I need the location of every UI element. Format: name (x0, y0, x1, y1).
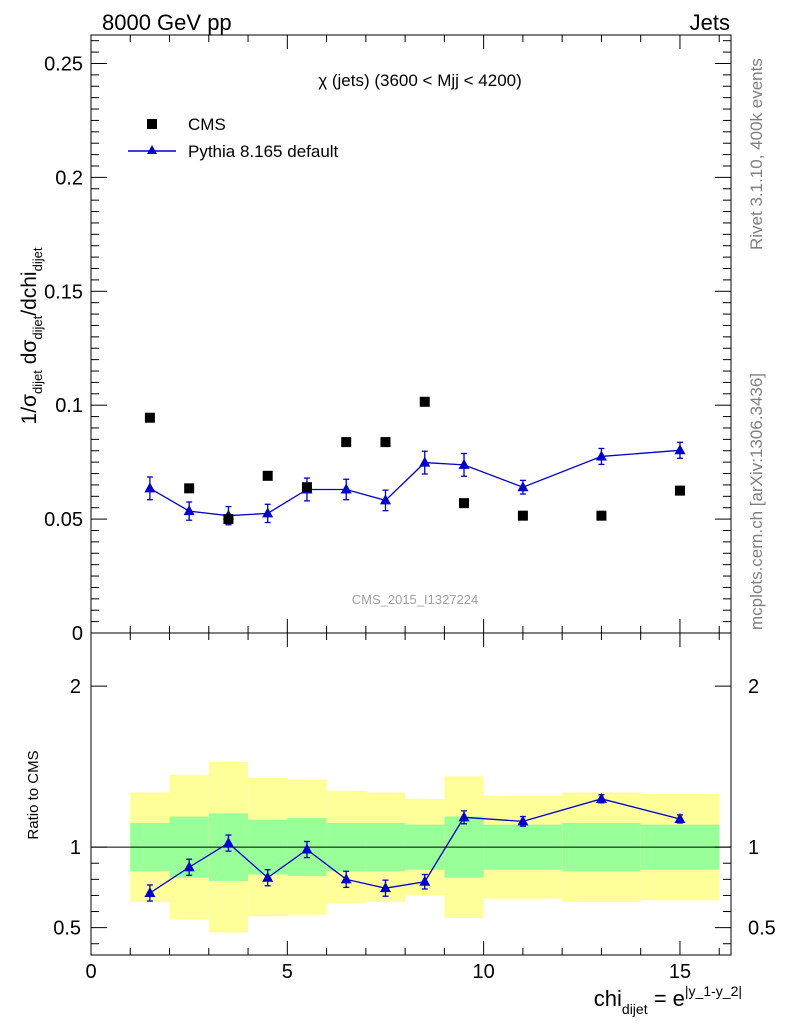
legend-pythia-label: Pythia 8.165 default (188, 142, 339, 161)
y-tick-label-main: 0.15 (44, 281, 83, 303)
header-energy-label: 8000 GeV pp (102, 10, 232, 35)
pythia-point (144, 482, 156, 493)
cms-point (674, 485, 685, 496)
ratio-line (149, 798, 681, 894)
header-process-label: Jets (690, 10, 730, 35)
x-tick-label: 5 (282, 961, 293, 983)
cms-point (184, 483, 195, 494)
main-plot-series (144, 396, 686, 526)
cms-point (223, 514, 234, 525)
cms-point (596, 510, 607, 521)
cms-point (419, 396, 430, 407)
pythia-point (458, 458, 470, 469)
pythia-line (149, 449, 681, 517)
legend-cms-marker (147, 119, 157, 129)
y-axis-label-main: 1/σdijet dσdijet/dchidijet (18, 247, 45, 424)
ratio-point (301, 843, 313, 854)
cms-point (380, 437, 391, 448)
x-tick-label: 15 (669, 961, 691, 983)
y-tick-label-ratio-left: 2 (70, 676, 81, 698)
cms-point (301, 482, 312, 493)
y-tick-label-main: 0 (72, 623, 83, 645)
mcplots-label: mcplots.cern.ch [arXiv:1306.3436] (747, 373, 766, 630)
ratio-y-tick-labels: 0.5 0.5 1 1 2 2 (53, 676, 776, 940)
main-plot-panel: 0 0.05 0.1 0.15 0.2 0.25 χ (jets) (3600 < Mjj… (18, 34, 732, 645)
ratio-point (340, 873, 352, 884)
ratio-plot-panel: 0.5 0.5 1 1 2 2 0 5 10 15 Ratio to CMS chidijet … (25, 632, 776, 1017)
ratio-point (595, 792, 607, 803)
cms-point (341, 437, 352, 448)
cms-point (517, 510, 528, 521)
pythia-point (183, 505, 195, 516)
legend-pythia-marker (147, 145, 157, 154)
ratio-plot-frame (90, 632, 732, 956)
ratio-point (458, 811, 470, 822)
legend-cms-label: CMS (188, 115, 226, 134)
y-tick-label-main: 0.1 (55, 395, 83, 417)
y-tick-label-ratio-right: 2 (748, 676, 759, 698)
pythia-point (262, 507, 274, 518)
pythia-point (340, 483, 352, 494)
ratio-series (144, 792, 686, 902)
pythia-point (674, 444, 686, 455)
pythia-point (517, 481, 529, 492)
y-tick-label-main: 0.2 (55, 167, 83, 189)
x-axis-label: chidijet = e|y_1-y_2| (594, 983, 742, 1017)
pythia-point (595, 450, 607, 461)
ratio-point (144, 887, 156, 898)
ratio-point (183, 861, 195, 872)
ratio-point (379, 882, 391, 893)
ratio-point (517, 815, 529, 826)
y-tick-label-main: 0.25 (44, 53, 83, 75)
main-plot-frame (90, 34, 732, 634)
main-plot-y-tick-labels: 0 0.05 0.1 0.15 0.2 0.25 (44, 53, 83, 645)
legend: CMS Pythia 8.165 default (128, 115, 339, 161)
cms-point (144, 412, 155, 423)
x-tick-label: 10 (473, 961, 495, 983)
pythia-point (379, 494, 391, 505)
y-axis-label-ratio: Ratio to CMS (25, 750, 42, 839)
rivet-label: Rivet 3.1.10, 400k events (747, 58, 766, 250)
ratio-point (262, 871, 274, 882)
cms-point (262, 470, 273, 481)
cms-point (459, 498, 470, 509)
analysis-watermark: CMS_2015_I1327224 (352, 592, 479, 607)
y-tick-label-ratio-left: 1 (70, 837, 81, 859)
ratio-point (419, 875, 431, 886)
x-tick-label: 0 (85, 961, 96, 983)
ratio-point (674, 812, 686, 823)
pythia-point (419, 456, 431, 467)
x-tick-labels: 0 5 10 15 (85, 961, 691, 983)
y-tick-label-ratio-right: 1 (748, 837, 759, 859)
plot-title: χ (jets) (3600 < Mjj < 4200) (318, 71, 522, 90)
main-plot-ticks (90, 35, 731, 634)
y-tick-label-main: 0.05 (44, 509, 83, 531)
y-tick-label-ratio-left: 0.5 (53, 918, 81, 940)
ratio-point (222, 837, 234, 848)
y-tick-label-ratio-right: 0.5 (748, 918, 776, 940)
